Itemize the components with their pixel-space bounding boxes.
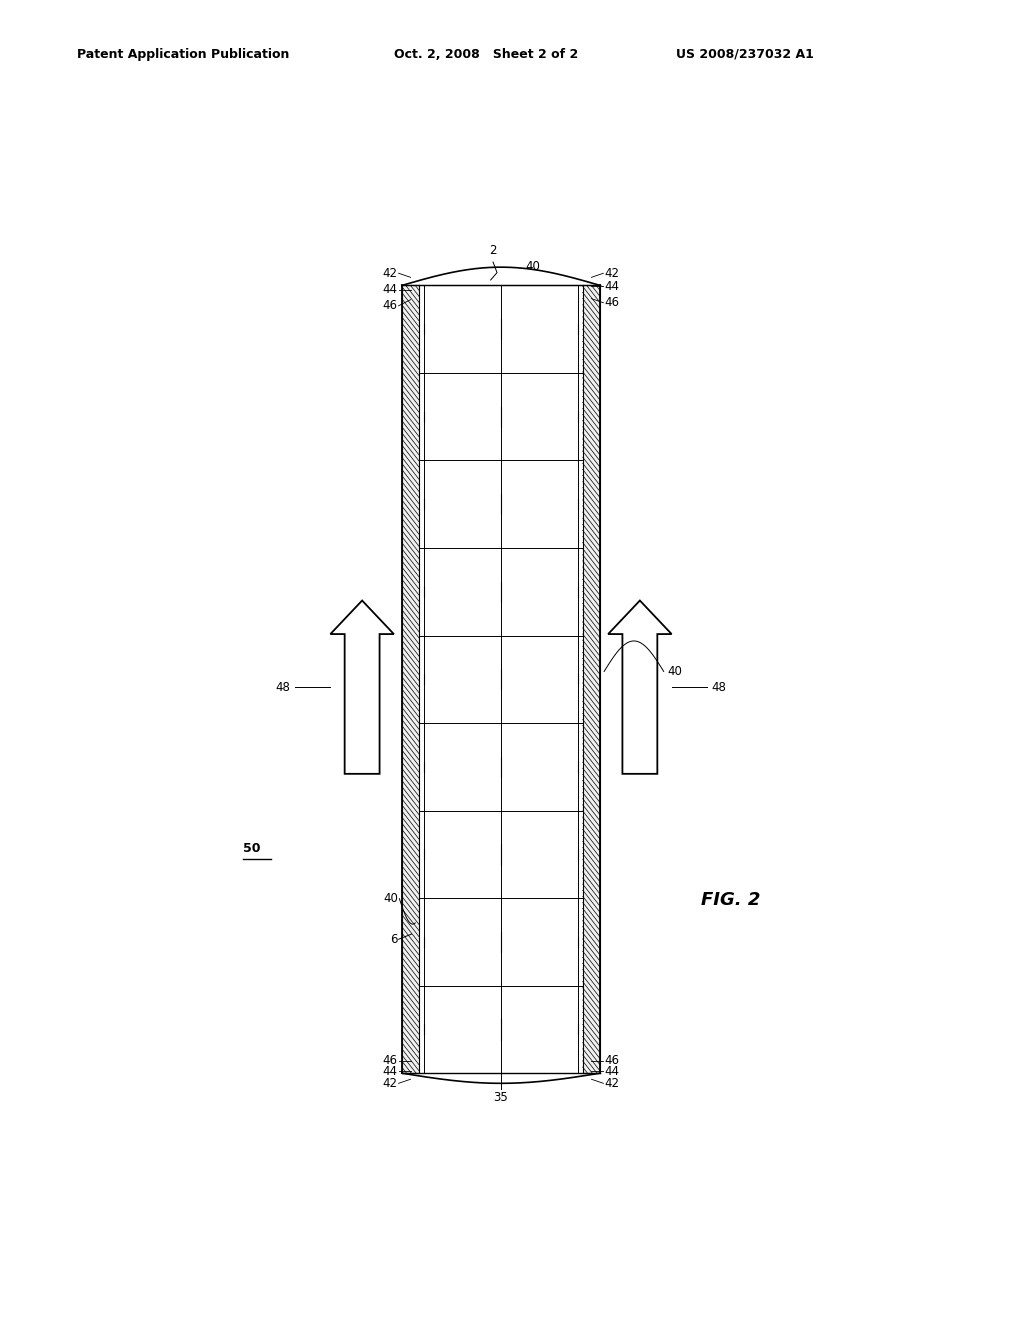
Text: 42: 42 bbox=[604, 267, 620, 280]
Text: 46: 46 bbox=[383, 300, 397, 313]
Text: 2: 2 bbox=[489, 244, 497, 257]
Text: Patent Application Publication: Patent Application Publication bbox=[77, 48, 289, 61]
Text: 44: 44 bbox=[604, 280, 620, 293]
Polygon shape bbox=[331, 601, 394, 774]
Text: 46: 46 bbox=[604, 296, 620, 309]
Text: 42: 42 bbox=[383, 1077, 397, 1090]
Text: Oct. 2, 2008   Sheet 2 of 2: Oct. 2, 2008 Sheet 2 of 2 bbox=[394, 48, 579, 61]
Text: 44: 44 bbox=[604, 1065, 620, 1077]
Polygon shape bbox=[608, 601, 672, 774]
Text: 6: 6 bbox=[390, 933, 397, 945]
Text: US 2008/237032 A1: US 2008/237032 A1 bbox=[676, 48, 814, 61]
Text: 42: 42 bbox=[383, 267, 397, 280]
Polygon shape bbox=[401, 285, 419, 1073]
Text: 46: 46 bbox=[383, 1055, 397, 1068]
Text: 44: 44 bbox=[383, 282, 397, 296]
Text: 40: 40 bbox=[668, 665, 683, 678]
Text: 46: 46 bbox=[604, 1055, 620, 1068]
Text: 48: 48 bbox=[712, 681, 726, 694]
Text: 35: 35 bbox=[494, 1092, 508, 1105]
Text: 40: 40 bbox=[525, 260, 541, 273]
Text: 44: 44 bbox=[383, 1065, 397, 1077]
Polygon shape bbox=[583, 285, 600, 1073]
Text: 48: 48 bbox=[275, 681, 291, 694]
Text: 42: 42 bbox=[604, 1077, 620, 1090]
Text: 40: 40 bbox=[383, 892, 397, 906]
Text: FIG. 2: FIG. 2 bbox=[701, 891, 761, 909]
Text: 50: 50 bbox=[243, 842, 260, 855]
